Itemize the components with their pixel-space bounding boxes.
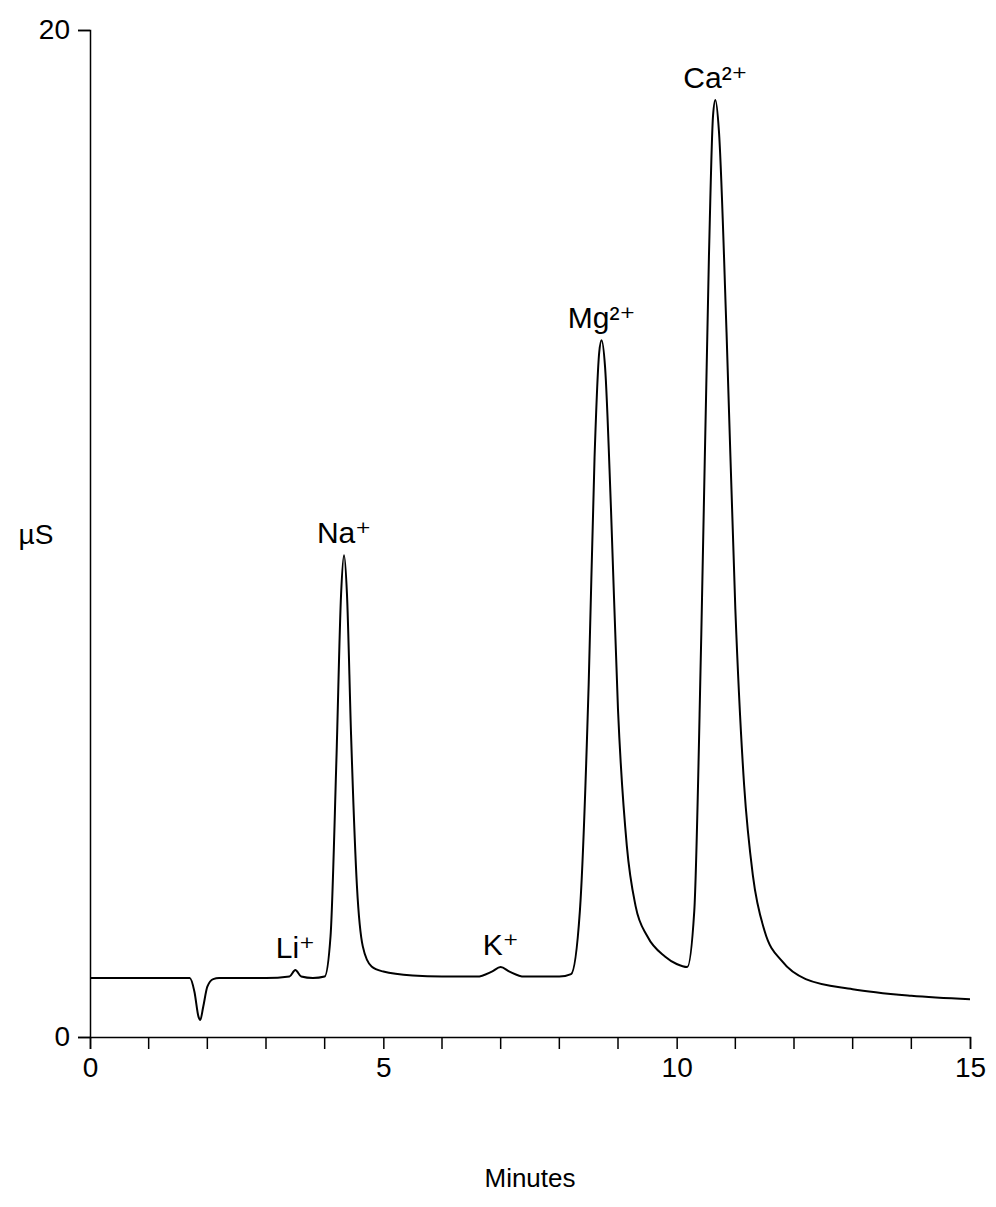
y-tick-label: 20 <box>39 14 70 45</box>
x-minor-tick <box>735 1037 737 1049</box>
x-tick: 5 <box>376 1037 392 1083</box>
x-tick: 15 <box>955 1037 986 1083</box>
y-tick-mark <box>78 30 90 32</box>
x-minor-ticks <box>149 1037 912 1049</box>
x-minor-tick <box>852 1037 854 1049</box>
y-tick-label: 0 <box>54 1021 70 1052</box>
x-tick-label: 10 <box>662 1052 693 1083</box>
peak-label: Ca²⁺ <box>683 61 747 94</box>
marks <box>90 100 970 1020</box>
y-axis-title: µS <box>19 519 54 550</box>
x-minor-tick <box>324 1037 326 1049</box>
annotations: Li⁺ Na⁺ K⁺ Mg²⁺ Ca²⁺ <box>276 61 748 964</box>
peak-label: K⁺ <box>483 928 519 961</box>
x-tick: 0 <box>83 1037 99 1083</box>
peak-label: Mg²⁺ <box>568 301 636 334</box>
x-tick-mark <box>970 1037 972 1049</box>
x-axis-title: Minutes <box>484 1163 575 1193</box>
x-minor-tick <box>500 1037 502 1049</box>
x-minor-tick <box>559 1037 561 1049</box>
x-axis: 0 5 10 15 <box>83 1037 986 1083</box>
plot: 0 5 10 15 0 20 Li⁺ Na⁺ K⁺ Mg²⁺ Ca²⁺ <box>39 14 986 1082</box>
x-tick: 10 <box>662 1037 693 1083</box>
x-tick-mark <box>90 1037 92 1049</box>
x-axis-line <box>91 1038 971 1050</box>
x-tick-label: 0 <box>83 1052 99 1083</box>
x-tick-label: 5 <box>376 1052 392 1083</box>
y-tick: 20 <box>39 14 90 45</box>
x-minor-tick <box>207 1037 209 1049</box>
x-minor-tick <box>265 1037 267 1049</box>
x-minor-tick <box>617 1037 619 1049</box>
chart: 0 5 10 15 0 20 Li⁺ Na⁺ K⁺ Mg²⁺ Ca²⁺ Minutes µS <box>0 0 996 1207</box>
x-tick-mark <box>383 1037 385 1049</box>
y-axis-line <box>78 31 91 1038</box>
peak-label: Na⁺ <box>317 516 371 549</box>
x-minor-tick <box>148 1037 150 1049</box>
x-minor-tick <box>441 1037 443 1049</box>
y-tick: 0 <box>54 1021 90 1052</box>
x-minor-tick <box>793 1037 795 1049</box>
y-tick-mark <box>78 1037 90 1039</box>
x-tick-mark <box>676 1037 678 1049</box>
peak-label: Li⁺ <box>276 931 315 964</box>
trace-line <box>90 100 970 1020</box>
x-tick-label: 15 <box>955 1052 986 1083</box>
x-minor-tick <box>911 1037 913 1049</box>
